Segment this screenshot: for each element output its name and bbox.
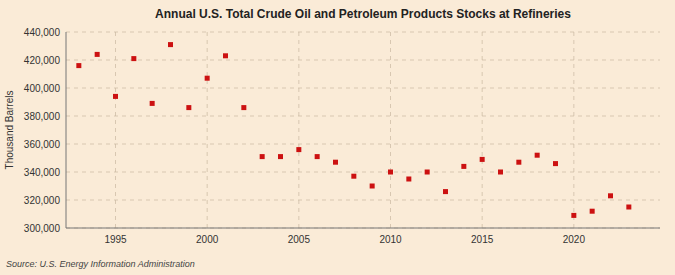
grid-line-x <box>482 32 483 228</box>
y-axis-label: Thousand Barrels <box>4 91 15 170</box>
point <box>205 76 210 81</box>
point <box>131 56 136 61</box>
point <box>315 154 320 159</box>
point <box>388 170 393 175</box>
title: Annual U.S. Total Crude Oil and Petroleu… <box>155 7 571 21</box>
point <box>425 170 430 175</box>
point <box>535 153 540 158</box>
y-axis-line <box>66 32 67 228</box>
y-tick-label: 340,000 <box>24 167 61 178</box>
annotation: Source: U.S. Energy Information Administ… <box>6 259 195 269</box>
point <box>241 105 246 110</box>
x-tick-label: 2010 <box>379 234 402 245</box>
grid-line-x <box>390 32 391 228</box>
y-tick-label: 360,000 <box>24 139 61 150</box>
point <box>571 213 576 218</box>
x-axis-line <box>66 228 660 229</box>
chart: Annual U.S. Total Crude Oil and Petroleu… <box>0 0 675 275</box>
point <box>626 205 631 210</box>
point <box>590 209 595 214</box>
point <box>333 160 338 165</box>
point <box>553 161 558 166</box>
y-tick-label: 440,000 <box>24 27 61 38</box>
point <box>480 157 485 162</box>
point <box>516 160 521 165</box>
grid-line-y <box>66 200 660 201</box>
x-tick-label: 2000 <box>196 234 219 245</box>
grid-line-x <box>573 32 574 228</box>
point <box>223 53 228 58</box>
point <box>443 189 448 194</box>
point <box>461 164 466 169</box>
point <box>76 63 81 68</box>
point <box>168 42 173 47</box>
grid-line-x <box>298 32 299 228</box>
point <box>278 154 283 159</box>
y-tick-label: 300,000 <box>24 223 61 234</box>
point <box>498 170 503 175</box>
point <box>150 101 155 106</box>
point <box>370 184 375 189</box>
y-tick-label: 420,000 <box>24 55 61 66</box>
grid <box>66 32 660 228</box>
grid-line-y <box>66 32 660 33</box>
point <box>406 177 411 182</box>
grid-line-x <box>115 32 116 228</box>
point <box>95 52 100 57</box>
grid-line-x <box>207 32 208 228</box>
point <box>351 174 356 179</box>
x-tick-label: 2020 <box>563 234 586 245</box>
y-tick-label: 400,000 <box>24 83 61 94</box>
point <box>113 94 118 99</box>
grid-line-y <box>66 116 660 117</box>
x-tick-label: 2015 <box>471 234 494 245</box>
x-tick-label: 1995 <box>104 234 127 245</box>
grid-line-y <box>66 144 660 145</box>
grid-line-y <box>66 88 660 89</box>
points <box>76 42 631 218</box>
point <box>608 193 613 198</box>
x-tick-label: 2005 <box>288 234 311 245</box>
grid-line-y <box>66 228 660 229</box>
grid-line-y <box>66 60 660 61</box>
point <box>296 147 301 152</box>
point <box>260 154 265 159</box>
grid-line-y <box>66 172 660 173</box>
point <box>186 105 191 110</box>
y-tick-label: 380,000 <box>24 111 61 122</box>
y-tick-label: 320,000 <box>24 195 61 206</box>
